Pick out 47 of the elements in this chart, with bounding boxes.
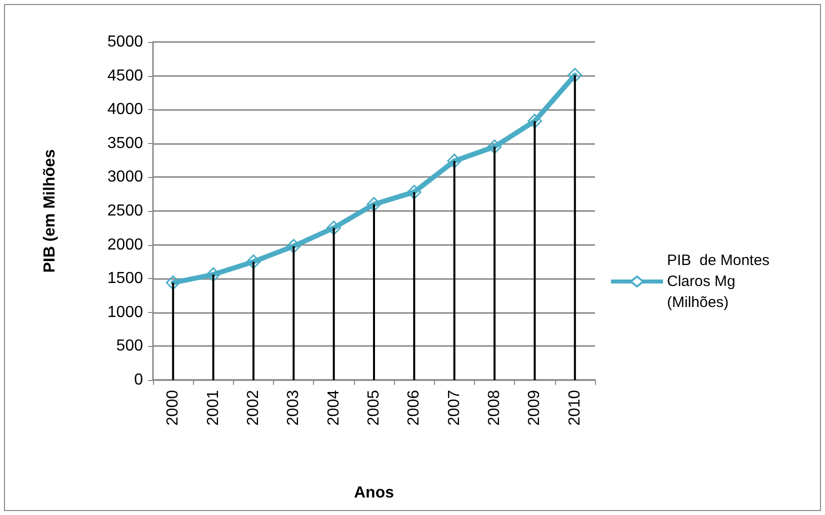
bar bbox=[292, 246, 295, 380]
y-axis-title: PIB (em Milhões bbox=[42, 149, 58, 273]
x-tick-label: 2007 bbox=[446, 390, 463, 426]
bar bbox=[413, 192, 416, 380]
bar bbox=[332, 228, 335, 380]
x-tick-label: 2006 bbox=[406, 390, 423, 426]
bar bbox=[534, 121, 536, 380]
y-tick-label: 0 bbox=[134, 372, 144, 388]
bar bbox=[212, 274, 214, 380]
y-tick-label: 3500 bbox=[107, 134, 144, 152]
point bbox=[447, 154, 462, 168]
point bbox=[166, 275, 180, 290]
bar bbox=[373, 204, 375, 380]
x-tick-label: 2009 bbox=[526, 390, 544, 426]
x-tick-label: 2001 bbox=[204, 390, 222, 426]
x-tick-label: 2000 bbox=[164, 390, 182, 426]
x-tick-label: 2010 bbox=[566, 390, 584, 426]
point bbox=[527, 114, 542, 128]
y-tick-label: 4000 bbox=[107, 101, 144, 118]
y-tick-label: 2500 bbox=[107, 202, 144, 220]
y-tick-label: 4500 bbox=[107, 67, 144, 84]
y-tick-label: 5000 bbox=[107, 34, 144, 50]
point bbox=[487, 140, 502, 154]
y-tick-label: 2000 bbox=[107, 236, 144, 254]
point bbox=[326, 220, 342, 236]
y-tick-label: 3000 bbox=[107, 168, 144, 186]
x-axis-title: Anos bbox=[354, 484, 394, 502]
point bbox=[568, 68, 582, 82]
legend-label: PIB de Montes Claros Mg (Milhões) bbox=[667, 252, 774, 311]
point bbox=[246, 254, 261, 269]
bar bbox=[453, 160, 456, 380]
x-tick-label: 2005 bbox=[366, 390, 382, 426]
x-tick-label: 2004 bbox=[325, 390, 342, 426]
point bbox=[406, 184, 422, 200]
bar bbox=[574, 75, 576, 380]
y-tick-label: 1500 bbox=[107, 270, 144, 288]
bar bbox=[494, 146, 496, 380]
y-tick-label: 1000 bbox=[107, 304, 144, 321]
point bbox=[206, 267, 221, 282]
point bbox=[286, 238, 301, 254]
x-tick-label: 2002 bbox=[244, 390, 262, 426]
bar bbox=[172, 282, 174, 380]
x-tick-label: 2008 bbox=[486, 390, 504, 426]
bar bbox=[252, 262, 254, 380]
x-tick-label: 2003 bbox=[285, 390, 302, 426]
y-tick-label: 500 bbox=[116, 338, 144, 355]
point bbox=[366, 196, 382, 212]
